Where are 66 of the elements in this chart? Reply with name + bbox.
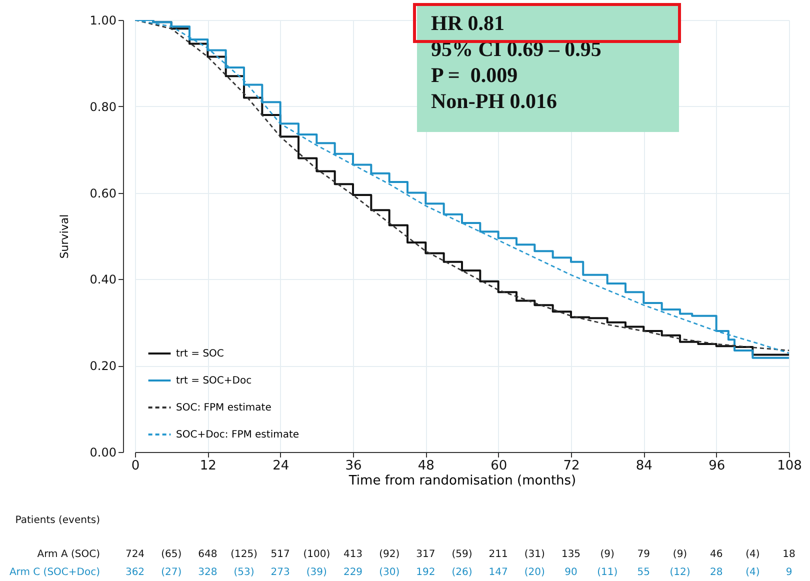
text: 413 — [343, 549, 363, 560]
x-tick-label: 12 — [200, 458, 216, 474]
legend-label: trt = SOC+Doc — [176, 376, 252, 386]
text: 328 — [198, 567, 218, 578]
text: 135 — [561, 549, 581, 560]
x-tick-label: 36 — [345, 458, 362, 474]
x-tick-label: 0 — [131, 458, 140, 474]
text: 273 — [270, 567, 290, 578]
y-tick-label: 0.60 — [90, 186, 116, 200]
text: 211 — [488, 549, 508, 560]
text: (9) — [672, 549, 688, 560]
annotation: Non-PH 0.016 — [431, 88, 558, 114]
text: 517 — [270, 549, 290, 560]
x-tick-label: 60 — [490, 458, 508, 474]
text: Arm A (SOC) — [37, 549, 100, 560]
text: (20) — [524, 567, 546, 578]
annotation: P = 0.009 — [431, 62, 519, 88]
y-axis-title: Survival — [58, 214, 71, 259]
text: (26) — [452, 567, 472, 578]
text: 28 — [710, 567, 723, 578]
text: 90 — [564, 567, 578, 578]
text: (125) — [230, 549, 258, 560]
y-tick-label: 1.00 — [90, 14, 116, 28]
text: (100) — [303, 549, 330, 560]
legend-label: SOC+Doc: FPM estimate — [176, 430, 300, 440]
text: 724 — [125, 549, 145, 560]
text: 317 — [416, 549, 436, 560]
text: (4) — [746, 567, 760, 578]
text: 192 — [416, 567, 436, 578]
text: 55 — [637, 567, 650, 578]
text: (30) — [379, 567, 400, 578]
y-tick-label: 0.80 — [90, 100, 116, 114]
text: 9 — [786, 567, 792, 578]
annotation: HR 0.81 — [431, 10, 506, 36]
text: (27) — [161, 567, 182, 578]
text: (4) — [746, 549, 760, 560]
y-tick-label: 0.40 — [90, 272, 116, 287]
text: 79 — [637, 549, 650, 560]
text: 46 — [710, 549, 723, 560]
text: (65) — [161, 549, 182, 560]
text: (59) — [452, 549, 472, 560]
text: 229 — [343, 567, 363, 578]
x-tick-label: 24 — [272, 458, 290, 474]
x-tick-label: 72 — [563, 458, 580, 474]
text: 648 — [198, 549, 218, 560]
text: (39) — [306, 567, 328, 578]
text: (92) — [379, 549, 400, 560]
y-tick-label: 0.20 — [90, 359, 116, 374]
text: (31) — [524, 549, 546, 560]
x-tick-label: 84 — [636, 458, 652, 474]
text: 147 — [488, 567, 508, 578]
x-tick-label: 48 — [418, 458, 434, 474]
text: Patients (events) — [15, 515, 100, 526]
text: (9) — [600, 549, 615, 560]
x-tick-label: 108 — [777, 458, 802, 474]
text: (11) — [597, 567, 618, 578]
text: 18 — [782, 549, 796, 560]
text: 362 — [125, 567, 145, 578]
text: (53) — [234, 567, 254, 578]
legend-label: SOC: FPM estimate — [176, 402, 272, 414]
x-tick-label: 96 — [708, 458, 726, 474]
y-tick-label: 0.00 — [90, 446, 116, 460]
legend-label: trt = SOC — [176, 348, 224, 360]
x-axis-title: Time from randomisation (months) — [348, 474, 576, 488]
text: (12) — [670, 567, 690, 578]
text: Arm C (SOC+Doc) — [9, 567, 100, 578]
